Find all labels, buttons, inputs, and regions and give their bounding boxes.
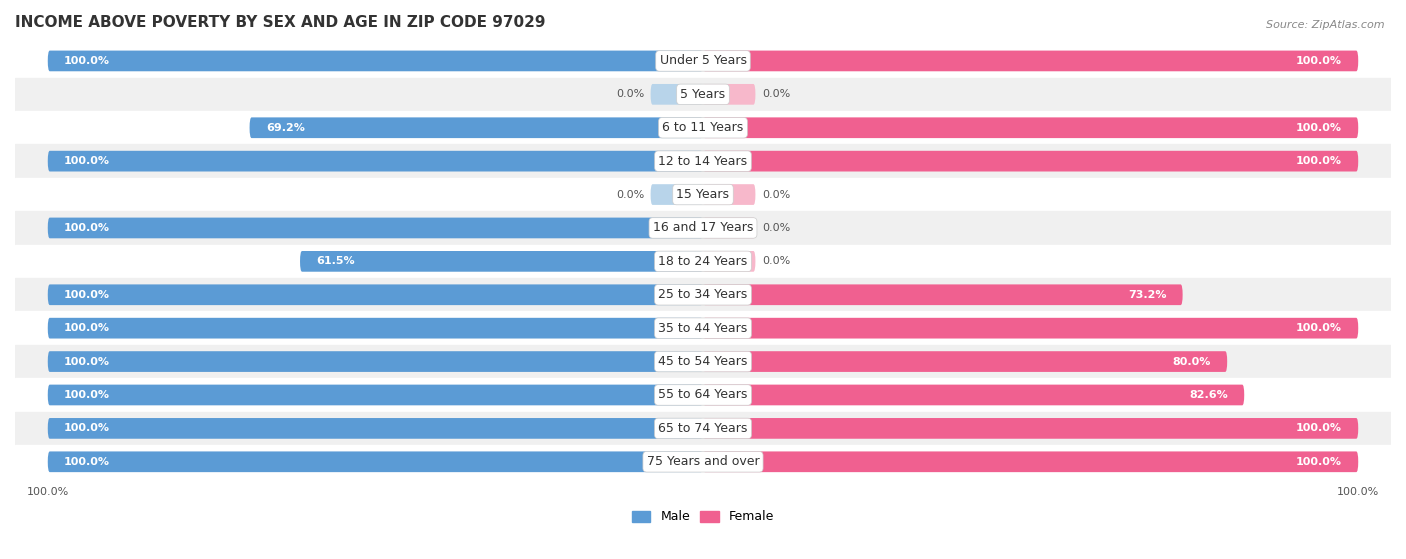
FancyBboxPatch shape [48,418,703,439]
FancyBboxPatch shape [703,351,1227,372]
Text: 100.0%: 100.0% [65,457,110,467]
Text: 100.0%: 100.0% [65,423,110,433]
FancyBboxPatch shape [48,50,703,72]
FancyBboxPatch shape [703,385,1244,405]
FancyBboxPatch shape [48,351,703,372]
FancyBboxPatch shape [703,151,1358,172]
Text: 100.0%: 100.0% [1296,56,1341,66]
FancyBboxPatch shape [48,385,703,405]
FancyBboxPatch shape [703,318,1358,339]
FancyBboxPatch shape [703,251,755,272]
Legend: Male, Female: Male, Female [627,505,779,528]
Text: 18 to 24 Years: 18 to 24 Years [658,255,748,268]
Text: 69.2%: 69.2% [266,123,305,132]
Text: 100.0%: 100.0% [65,156,110,166]
Text: 100.0%: 100.0% [65,223,110,233]
Text: Under 5 Years: Under 5 Years [659,54,747,68]
Text: Source: ZipAtlas.com: Source: ZipAtlas.com [1267,20,1385,30]
Text: 100.0%: 100.0% [65,290,110,300]
FancyBboxPatch shape [703,84,755,105]
Text: 100.0%: 100.0% [65,390,110,400]
Text: 5 Years: 5 Years [681,88,725,101]
Text: 61.5%: 61.5% [316,257,356,266]
Bar [15,111,1391,144]
FancyBboxPatch shape [651,184,703,205]
Text: 82.6%: 82.6% [1189,390,1227,400]
Bar [15,78,1391,111]
FancyBboxPatch shape [48,217,703,238]
FancyBboxPatch shape [703,184,755,205]
Text: 100.0%: 100.0% [1296,323,1341,333]
Text: 12 to 14 Years: 12 to 14 Years [658,155,748,168]
Bar [15,211,1391,245]
Text: 0.0%: 0.0% [762,223,790,233]
Text: 80.0%: 80.0% [1173,357,1211,367]
Bar [15,144,1391,178]
FancyBboxPatch shape [703,285,1182,305]
FancyBboxPatch shape [48,151,703,172]
FancyBboxPatch shape [651,84,703,105]
Text: 0.0%: 0.0% [762,190,790,200]
Text: 100.0%: 100.0% [65,357,110,367]
Text: 65 to 74 Years: 65 to 74 Years [658,422,748,435]
Text: 100.0%: 100.0% [65,323,110,333]
Text: 100.0%: 100.0% [1296,123,1341,132]
FancyBboxPatch shape [703,418,1358,439]
Text: 100.0%: 100.0% [1296,156,1341,166]
Bar [15,445,1391,479]
FancyBboxPatch shape [48,285,703,305]
Bar [15,378,1391,411]
Text: 0.0%: 0.0% [762,89,790,100]
Text: 35 to 44 Years: 35 to 44 Years [658,321,748,335]
Text: 25 to 34 Years: 25 to 34 Years [658,288,748,301]
Bar [15,245,1391,278]
Bar [15,411,1391,445]
FancyBboxPatch shape [299,251,703,272]
FancyBboxPatch shape [48,452,703,472]
FancyBboxPatch shape [250,117,703,138]
Text: 16 and 17 Years: 16 and 17 Years [652,221,754,234]
Bar [15,44,1391,78]
FancyBboxPatch shape [703,117,1358,138]
Bar [15,311,1391,345]
Text: 75 Years and over: 75 Years and over [647,455,759,468]
Text: INCOME ABOVE POVERTY BY SEX AND AGE IN ZIP CODE 97029: INCOME ABOVE POVERTY BY SEX AND AGE IN Z… [15,15,546,30]
Text: 100.0%: 100.0% [1296,457,1341,467]
Text: 0.0%: 0.0% [616,89,644,100]
Text: 0.0%: 0.0% [762,257,790,266]
Text: 73.2%: 73.2% [1128,290,1166,300]
Text: 0.0%: 0.0% [616,190,644,200]
Bar [15,178,1391,211]
Text: 100.0%: 100.0% [1296,423,1341,433]
Text: 55 to 64 Years: 55 to 64 Years [658,389,748,401]
Text: 45 to 54 Years: 45 to 54 Years [658,355,748,368]
FancyBboxPatch shape [703,50,1358,72]
FancyBboxPatch shape [703,452,1358,472]
Bar [15,278,1391,311]
FancyBboxPatch shape [48,318,703,339]
FancyBboxPatch shape [703,217,755,238]
Text: 15 Years: 15 Years [676,188,730,201]
Text: 6 to 11 Years: 6 to 11 Years [662,121,744,134]
Bar [15,345,1391,378]
Text: 100.0%: 100.0% [65,56,110,66]
